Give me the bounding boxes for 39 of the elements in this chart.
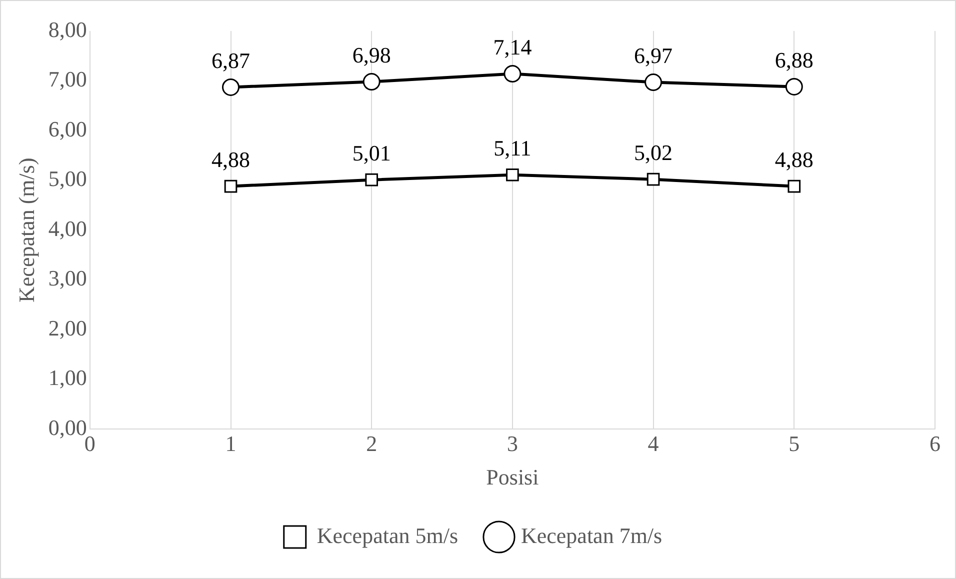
legend-label: Kecepatan 5m/s <box>316 522 458 548</box>
point <box>788 180 801 193</box>
y-tick-label: 4,00 <box>48 216 87 241</box>
point <box>785 78 803 96</box>
y-tick-label: 7,00 <box>48 66 87 92</box>
point <box>365 173 378 186</box>
data-label: 5,01 <box>352 140 391 166</box>
x-axis-title: Posisi <box>486 464 539 490</box>
point <box>362 73 380 91</box>
data-label: 4,88 <box>774 147 814 172</box>
y-axis-title: Kecepatan (m/s) <box>14 158 39 302</box>
data-label: 5,11 <box>494 136 532 161</box>
x-tick-label: 3 <box>506 431 518 456</box>
x-tick-label: 6 <box>930 431 940 456</box>
legend-label: Kecepatan 7m/s <box>521 522 662 548</box>
data-label: 6,97 <box>634 43 673 68</box>
x-tick-label: 1 <box>225 431 236 456</box>
x-tick-label: 2 <box>366 431 378 456</box>
x-tick-label: 5 <box>788 431 800 456</box>
point <box>506 168 519 182</box>
y-tick-label: 3,00 <box>48 266 87 291</box>
data-label: 6,87 <box>212 48 250 74</box>
y-tick-label: 6,00 <box>48 116 87 142</box>
data-label: 6,88 <box>774 48 814 73</box>
data-label: 4,88 <box>212 147 250 172</box>
data-label: 5,02 <box>634 140 673 166</box>
y-tick-label: 0,00 <box>48 414 87 440</box>
point <box>644 74 662 92</box>
point <box>646 172 660 186</box>
y-tick-label: 1,00 <box>48 365 87 390</box>
x-tick-label: 4 <box>648 431 659 456</box>
y-tick-label: 2,00 <box>48 315 87 340</box>
data-label: 6,98 <box>352 42 391 68</box>
point <box>224 180 238 193</box>
y-tick-label: 5,00 <box>48 166 87 192</box>
point <box>222 78 240 96</box>
data-label: 7,14 <box>493 34 532 60</box>
y-tick-label: 8,00 <box>48 16 87 42</box>
point <box>504 65 522 83</box>
